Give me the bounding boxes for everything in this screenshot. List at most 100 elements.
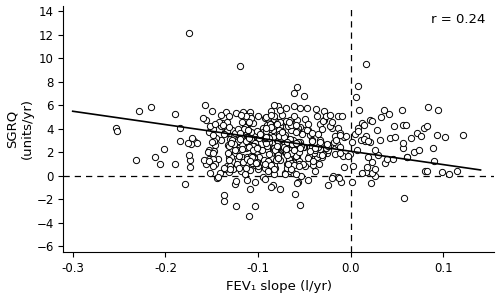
- Point: [233, 138, 241, 143]
- Point: [278, 147, 286, 151]
- Point: [216, 120, 224, 124]
- Point: [272, 138, 280, 143]
- Point: [261, 177, 269, 181]
- Point: [403, 155, 411, 160]
- Point: [324, 183, 332, 187]
- Point: [374, 153, 382, 158]
- Point: [244, 178, 252, 183]
- Point: [308, 131, 316, 136]
- Point: [281, 141, 289, 146]
- Point: [224, 151, 232, 155]
- Point: [248, 161, 256, 166]
- Point: [209, 156, 217, 161]
- Point: [285, 156, 293, 161]
- Point: [292, 118, 300, 123]
- Point: [244, 135, 252, 140]
- Point: [187, 142, 195, 147]
- Point: [296, 106, 304, 111]
- Point: [424, 168, 432, 173]
- Point: [303, 106, 311, 111]
- Point: [313, 155, 321, 160]
- Point: [248, 143, 256, 147]
- Point: [283, 161, 291, 166]
- Point: [253, 144, 261, 149]
- Point: [274, 138, 282, 143]
- Point: [265, 152, 273, 156]
- Point: [276, 131, 284, 136]
- Point: [228, 166, 236, 171]
- Point: [156, 162, 164, 167]
- Y-axis label: SGRQ
(units/yr): SGRQ (units/yr): [6, 98, 34, 159]
- Point: [266, 160, 274, 165]
- Point: [214, 157, 222, 162]
- Point: [292, 142, 300, 147]
- Point: [326, 113, 334, 118]
- Point: [252, 141, 260, 146]
- Point: [318, 152, 326, 157]
- Point: [250, 155, 258, 159]
- Point: [210, 139, 218, 144]
- Point: [361, 139, 369, 144]
- Point: [360, 123, 368, 128]
- Point: [152, 155, 160, 159]
- Point: [214, 175, 222, 179]
- Point: [319, 118, 327, 123]
- Point: [270, 166, 278, 171]
- Point: [334, 174, 342, 179]
- Point: [247, 130, 255, 135]
- Point: [358, 137, 366, 142]
- Point: [253, 159, 261, 164]
- Point: [232, 140, 239, 145]
- Point: [282, 105, 290, 110]
- Point: [224, 143, 232, 148]
- Point: [251, 203, 259, 208]
- Point: [184, 140, 192, 145]
- Point: [280, 134, 288, 139]
- Point: [314, 131, 322, 136]
- Point: [322, 114, 330, 119]
- Point: [247, 143, 255, 147]
- Point: [236, 64, 244, 69]
- Point: [292, 122, 300, 127]
- Point: [272, 157, 280, 162]
- Point: [290, 162, 298, 167]
- Point: [234, 126, 242, 131]
- Point: [230, 182, 238, 187]
- Point: [220, 132, 228, 137]
- Point: [312, 146, 320, 150]
- Point: [273, 152, 281, 157]
- Point: [311, 148, 319, 152]
- Point: [354, 83, 362, 88]
- Point: [301, 116, 309, 121]
- Point: [364, 139, 372, 144]
- Point: [306, 148, 314, 153]
- Point: [230, 166, 238, 171]
- Point: [225, 114, 233, 119]
- Point: [176, 139, 184, 144]
- Point: [211, 158, 219, 163]
- Point: [336, 131, 344, 136]
- Point: [264, 123, 272, 128]
- Point: [336, 133, 344, 138]
- Point: [299, 144, 307, 149]
- Point: [244, 139, 252, 144]
- Point: [283, 153, 291, 158]
- Point: [227, 141, 235, 145]
- Point: [362, 165, 370, 170]
- Point: [238, 141, 246, 146]
- Point: [271, 147, 279, 152]
- Point: [286, 118, 294, 122]
- Point: [444, 172, 452, 176]
- Point: [322, 150, 330, 155]
- Point: [228, 138, 236, 143]
- Point: [268, 120, 276, 125]
- Point: [270, 124, 278, 129]
- Point: [340, 135, 347, 139]
- Point: [244, 138, 252, 143]
- Point: [273, 143, 281, 148]
- Point: [218, 112, 226, 117]
- Point: [373, 127, 381, 132]
- Point: [274, 104, 282, 109]
- Point: [298, 132, 306, 137]
- Point: [277, 137, 285, 142]
